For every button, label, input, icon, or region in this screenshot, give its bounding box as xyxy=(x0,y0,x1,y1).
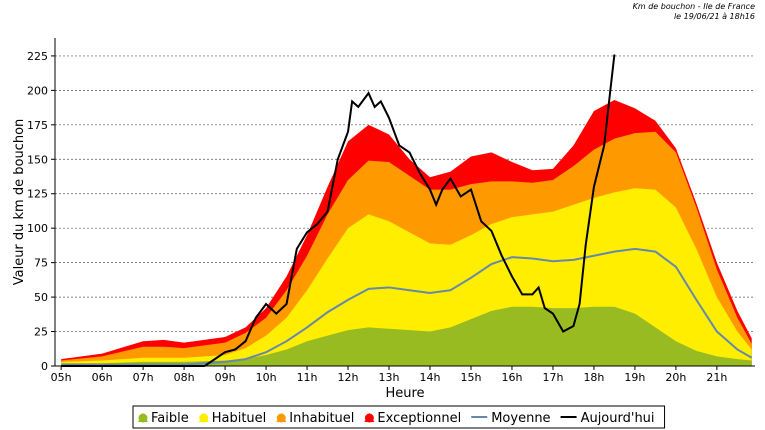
legend-label: Exceptionnel xyxy=(377,411,461,426)
x-tick-label: 07h xyxy=(133,371,154,384)
legend: Faible Habituel Inhabituel Exceptionnel Moye… xyxy=(132,405,666,429)
x-tick-label: 13h xyxy=(379,371,400,384)
x-tick-label: 15h xyxy=(460,371,481,384)
area xyxy=(61,306,752,366)
y-tick-label: 175 xyxy=(27,119,48,132)
y-tick-label: 50 xyxy=(34,291,48,304)
y-tick-label: 150 xyxy=(27,153,48,166)
x-axis-label: Heure xyxy=(385,386,424,401)
x-tick-label: 11h xyxy=(297,371,318,384)
y-tick-label: 25 xyxy=(34,326,48,339)
legend-box xyxy=(132,405,666,429)
y-tick-label: 200 xyxy=(27,84,48,97)
legend-label: Inhabituel xyxy=(289,411,354,426)
x-tick-label: 18h xyxy=(583,371,604,384)
x-tick-label: 16h xyxy=(501,371,522,384)
x-tick-label: 05h xyxy=(51,371,72,384)
line xyxy=(61,247,753,366)
x-tick-label: 09h xyxy=(215,371,236,384)
legend-marker xyxy=(199,413,209,423)
y-axis-label: Valeur du km de bouchon xyxy=(12,119,27,286)
chart-subtitle: le 19/06/21 à 18h16 xyxy=(674,12,755,21)
legend-label: Moyenne xyxy=(491,411,550,426)
x-tick-label: 12h xyxy=(338,371,359,384)
y-tick-label: 0 xyxy=(41,360,48,373)
legend-label: Faible xyxy=(151,411,189,426)
y-tick-label: 225 xyxy=(27,50,48,63)
chart-title: Km de bouchon - Ile de France xyxy=(633,2,755,11)
x-tick-label: 08h xyxy=(174,371,195,384)
x-tick-label: 10h xyxy=(256,371,277,384)
legend-label: Habituel xyxy=(212,411,267,426)
x-tick-label: 06h xyxy=(92,371,113,384)
x-tick-label: 19h xyxy=(624,371,645,384)
legend-marker xyxy=(276,413,286,423)
x-tick-label: 21h xyxy=(706,371,727,384)
legend-label: Aujourd'hui xyxy=(581,411,655,426)
line xyxy=(61,54,616,367)
legend-marker xyxy=(138,413,148,423)
y-tick-label: 125 xyxy=(27,188,48,201)
x-tick-label: 17h xyxy=(542,371,563,384)
x-tick-label: 20h xyxy=(665,371,686,384)
y-tick-label: 100 xyxy=(27,222,48,235)
x-tick-label: 14h xyxy=(420,371,441,384)
y-tick-label: 75 xyxy=(34,257,48,270)
legend-marker xyxy=(364,413,374,423)
